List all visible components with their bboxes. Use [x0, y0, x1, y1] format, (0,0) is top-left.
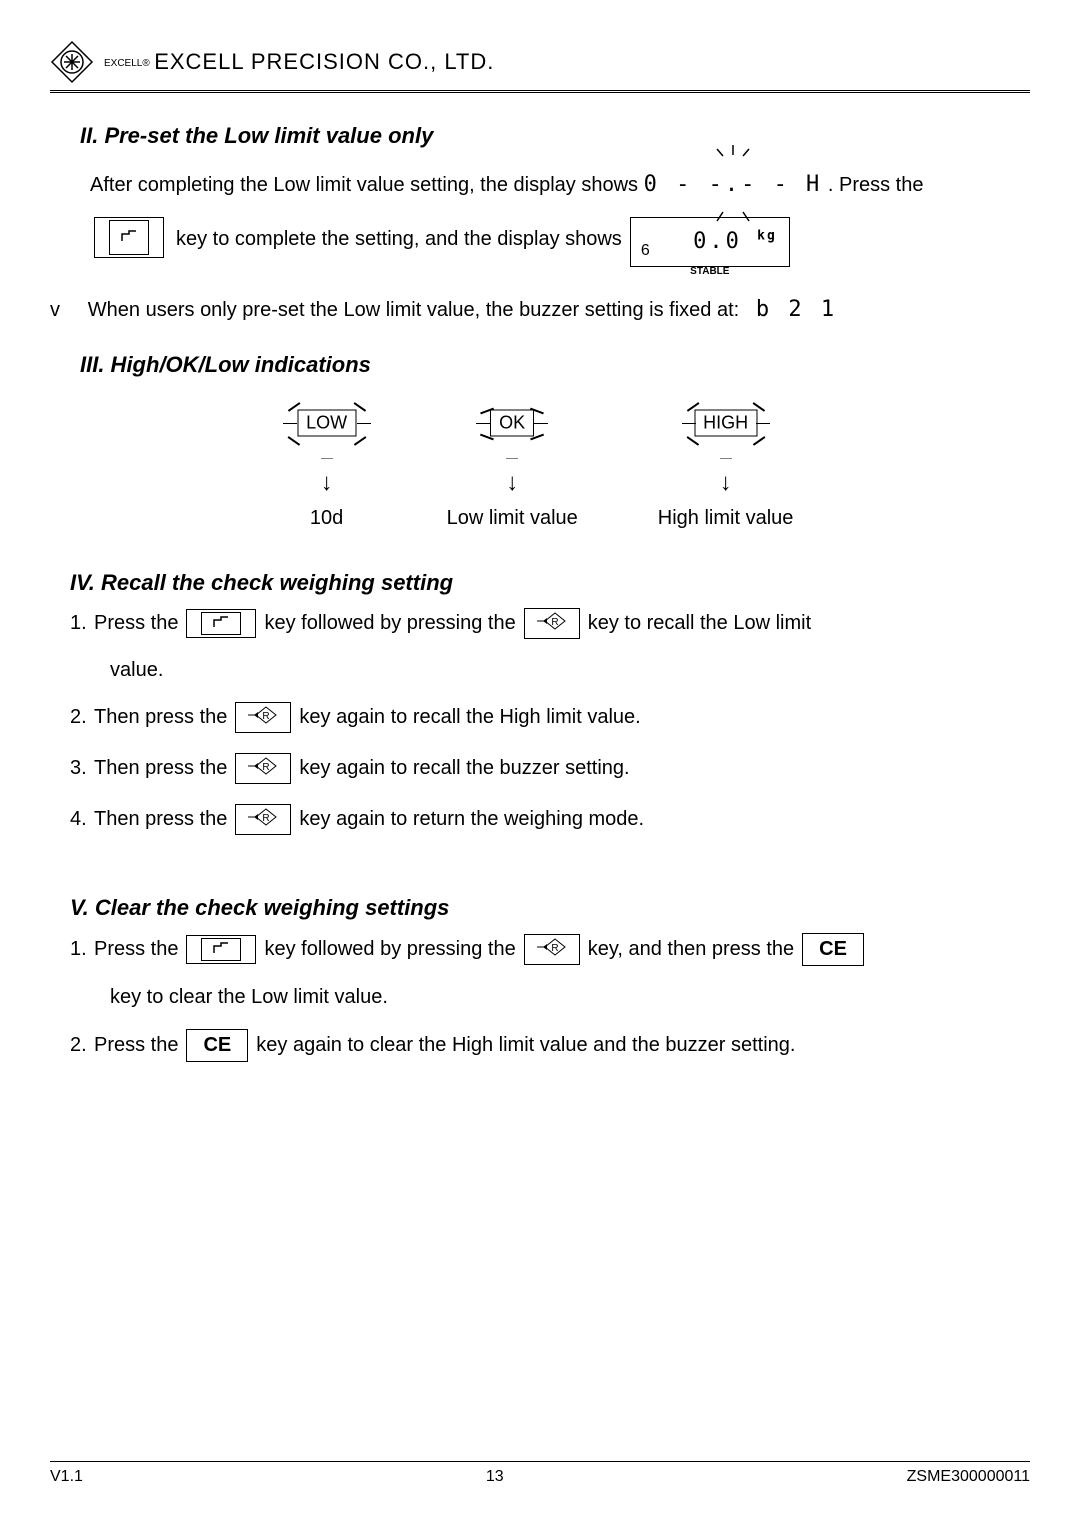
r-key: R [524, 608, 580, 639]
section-4: IV. Recall the check weighing setting 1.… [50, 570, 1030, 835]
r-diamond-icon: R [535, 611, 569, 631]
svg-text:R: R [263, 711, 270, 722]
svg-text:R: R [263, 762, 270, 773]
num: 2. [50, 706, 90, 729]
num: 3. [50, 757, 90, 780]
high-value-label: High limit value [658, 507, 794, 530]
r-diamond-icon: R [246, 705, 280, 725]
txt: key to recall the Low limit [588, 612, 811, 635]
section-2-title: II. Pre-set the Low limit value only [80, 123, 1030, 149]
txt: key followed by pressing the [264, 612, 515, 635]
lcd-display: 0.0 kg 6 STABLE [630, 217, 790, 267]
tare-icon [120, 229, 138, 243]
svg-text:R: R [263, 813, 270, 824]
arrow-down-icon: ↓ [506, 469, 518, 497]
bullet-seg: b 2 1 [756, 297, 837, 322]
ce-key: CE [802, 933, 864, 966]
indications-diagram: LOW ↓ 10d OK ↓ Low limit value [50, 398, 1030, 530]
s5-item-1: 1. Press the key followed by pressing th… [50, 933, 1030, 966]
lcd-value: 0.0 [693, 229, 742, 254]
footer-center: 13 [486, 1468, 504, 1486]
txt: key followed by pressing the [264, 938, 515, 961]
ok-label: OK [490, 409, 534, 436]
txt: Then press the [94, 808, 227, 831]
svg-text:R: R [551, 617, 558, 628]
txt: key, and then press the [588, 938, 794, 961]
num: 1. [50, 938, 90, 961]
section-3-title: III. High/OK/Low indications [80, 352, 1030, 378]
section-2: II. Pre-set the Low limit value only Aft… [50, 123, 1030, 267]
excell-logo-icon [50, 40, 94, 84]
s2-line2a: key to complete the setting, and the dis… [176, 217, 622, 257]
txt: Press the [94, 938, 178, 961]
s4-item-1-cont: value. [110, 659, 1030, 682]
low-value-label: 10d [310, 507, 343, 530]
num: 4. [50, 808, 90, 831]
section-5: V. Clear the check weighing settings 1. … [50, 895, 1030, 1062]
svg-text:R: R [551, 943, 558, 954]
page-header: EXCELL® EXCELL PRECISION CO., LTD. [50, 40, 1030, 93]
s2-line1a: After completing the Low limit value set… [90, 174, 638, 196]
r-key: R [524, 934, 580, 965]
arrow-down-icon: ↓ [720, 469, 732, 497]
low-col: LOW ↓ 10d [287, 398, 367, 530]
tare-icon [212, 615, 230, 629]
s4-item-2: 2. Then press the R key again to recall … [50, 702, 1030, 733]
s4-item-3: 3. Then press the R key again to recall … [50, 753, 1030, 784]
s4-item-4: 4. Then press the R key again to return … [50, 804, 1030, 835]
sparkle-icon [713, 141, 753, 161]
high-col: HIGH ↓ High limit value [658, 398, 794, 530]
brand-text: EXCELL® EXCELL PRECISION CO., LTD. [104, 49, 494, 75]
txt: key again to clear the High limit value … [256, 1034, 795, 1057]
r-diamond-icon: R [246, 756, 280, 776]
tick [321, 458, 333, 459]
r-diamond-icon: R [246, 807, 280, 827]
s4-item-1: 1. Press the key followed by pressing th… [50, 608, 1030, 639]
txt: Press the [94, 1034, 178, 1057]
tare-key [186, 935, 256, 964]
txt: Then press the [94, 757, 227, 780]
s5-item-2: 2. Press the CE key again to clear the H… [50, 1029, 1030, 1062]
section-3: III. High/OK/Low indications LOW ↓ 10d [50, 352, 1030, 530]
footer-left: V1.1 [50, 1468, 83, 1486]
lcd-ind: 6 [641, 237, 650, 266]
tare-key [94, 217, 164, 257]
r-diamond-icon: R [535, 937, 569, 957]
low-label: LOW [297, 409, 356, 436]
bullet-text: When users only pre-set the Low limit va… [88, 299, 739, 321]
ok-value-label: Low limit value [447, 507, 578, 530]
txt: Press the [94, 612, 178, 635]
section-5-title: V. Clear the check weighing settings [70, 895, 1030, 921]
section-2-body: After completing the Low limit value set… [90, 161, 1030, 267]
r-key: R [235, 804, 291, 835]
txt: Then press the [94, 706, 227, 729]
num: 2. [50, 1034, 90, 1057]
txt: key again to return the weighing mode. [299, 808, 644, 831]
v-bullet: v When users only pre-set the Low limit … [50, 297, 1030, 322]
lcd-stable: STABLE [690, 263, 729, 281]
high-label: HIGH [694, 409, 757, 436]
lcd-unit: kg [757, 229, 777, 244]
s5-item-1-cont: key to clear the Low limit value. [110, 986, 1030, 1009]
r-key: R [235, 702, 291, 733]
txt: key again to recall the buzzer setting. [299, 757, 629, 780]
brand-small: EXCELL [104, 58, 142, 69]
company-name: EXCELL PRECISION CO., LTD. [154, 49, 494, 74]
page-footer: V1.1 13 ZSME300000011 [50, 1461, 1030, 1486]
footer-right: ZSME300000011 [907, 1468, 1030, 1486]
tick [506, 458, 518, 459]
section-4-title: IV. Recall the check weighing setting [70, 570, 1030, 596]
arrow-down-icon: ↓ [321, 469, 333, 497]
tare-key [186, 609, 256, 638]
s2-line1b: . Press the [828, 174, 924, 196]
ok-col: OK ↓ Low limit value [447, 398, 578, 530]
ce-key: CE [186, 1029, 248, 1062]
s2-seg: 0 - -.- - H [644, 172, 823, 197]
tare-icon [212, 941, 230, 955]
txt: key again to recall the High limit value… [299, 706, 640, 729]
tick [720, 458, 732, 459]
num: 1. [50, 612, 90, 635]
bullet-v: v [50, 299, 60, 321]
r-key: R [235, 753, 291, 784]
